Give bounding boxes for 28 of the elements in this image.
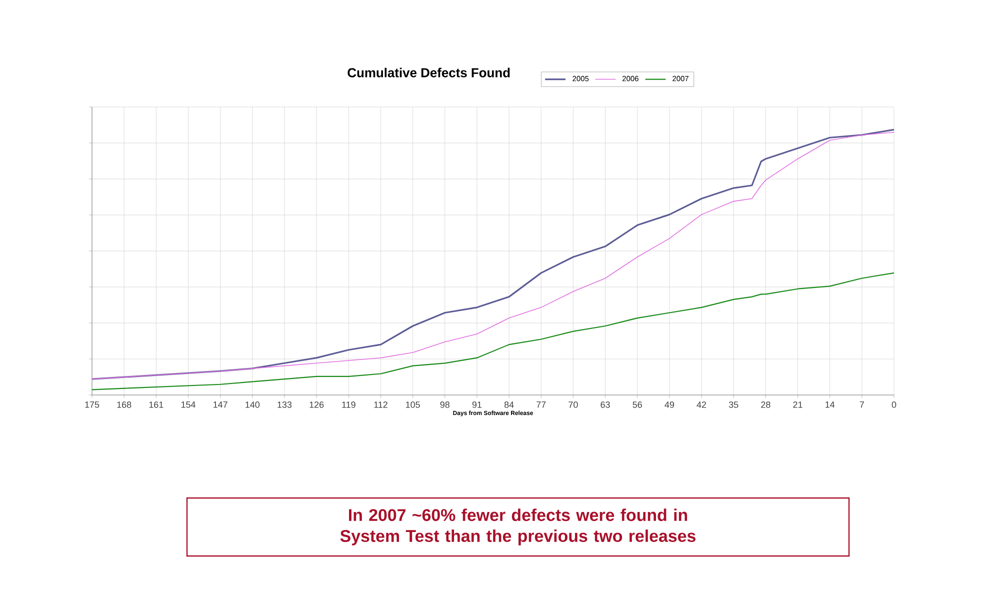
x-tick-label: 28: [761, 402, 770, 408]
x-tick-label: 63: [600, 402, 610, 408]
x-tick-label: 147: [214, 402, 228, 408]
x-tick-label: 112: [374, 402, 388, 408]
x-tick-label: 42: [696, 402, 706, 408]
x-tick-label: 35: [728, 402, 738, 408]
x-tick-label: 161: [149, 402, 164, 408]
x-tick-label: 0: [892, 402, 896, 408]
x-tick-label: 168: [117, 402, 132, 408]
chart-title: Cumulative Defects Found: [348, 68, 510, 78]
x-tick-label: 84: [504, 402, 514, 408]
x-tick-label: 133: [278, 402, 292, 408]
x-tick-label: 70: [568, 402, 578, 408]
x-tick-label: 140: [246, 402, 260, 408]
x-tick-label: 21: [793, 402, 802, 408]
x-tick-label: 14: [826, 402, 835, 408]
x-tick-label: 119: [342, 402, 356, 408]
x-tick-label: 56: [632, 402, 642, 408]
x-tick-label: 126: [310, 402, 324, 408]
x-tick-label: 154: [181, 402, 196, 408]
x-tick-label: 105: [406, 402, 420, 408]
x-tick-label: 91: [472, 402, 482, 408]
x-tick-label: 77: [536, 402, 546, 408]
x-tick-label: 98: [440, 402, 450, 408]
x-tick-label: 175: [85, 402, 100, 408]
text: In 2007 ~60% fewer defects were found in System Test than the previous two releases: [340, 508, 696, 546]
x-tick-label: 7: [860, 402, 864, 408]
x-tick-label: 49: [664, 402, 674, 408]
